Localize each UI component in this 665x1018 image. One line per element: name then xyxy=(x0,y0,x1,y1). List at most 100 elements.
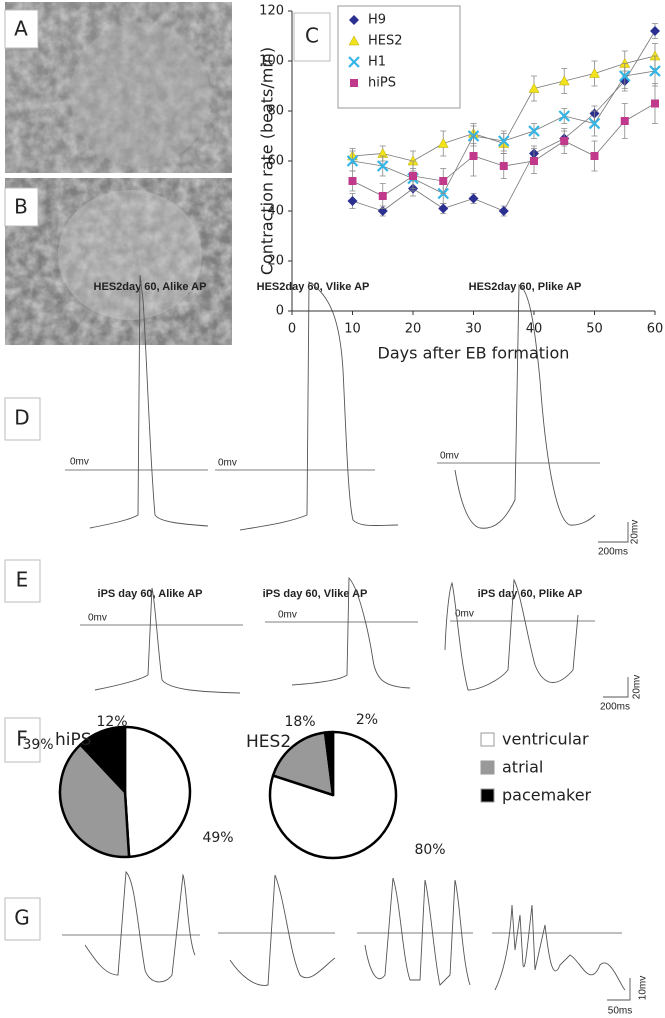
letter-box xyxy=(4,9,39,49)
letter-box xyxy=(4,897,41,941)
legend-marker xyxy=(348,35,360,46)
zero-label: 0mv xyxy=(70,457,89,468)
zero-label: 0mv xyxy=(440,451,459,462)
letter-box xyxy=(293,12,331,62)
x-tick-label: 10 xyxy=(344,322,361,337)
x-tick-label: 30 xyxy=(465,322,482,337)
value-label: 49% xyxy=(202,830,233,846)
scale-bar xyxy=(603,677,629,698)
marker xyxy=(651,99,659,108)
panel-label: C xyxy=(305,24,319,48)
marker xyxy=(498,206,509,216)
trace xyxy=(494,904,626,991)
legend-marker xyxy=(350,79,358,87)
pie-slice xyxy=(79,725,127,794)
marker xyxy=(469,152,478,160)
y-tick-label: 40 xyxy=(267,204,284,219)
x-tick-label: 40 xyxy=(526,322,543,337)
trace-title: iPS day 60, Plike AP xyxy=(478,588,583,600)
marker xyxy=(590,152,599,160)
legend-label: atrial xyxy=(502,758,543,777)
marker xyxy=(528,82,540,93)
zero-label: 0mv xyxy=(218,458,237,469)
trace-title: iPS day 60, Vlike AP xyxy=(263,588,368,600)
scale-bar xyxy=(598,522,629,543)
micrograph-a xyxy=(5,2,232,173)
pie-slice xyxy=(323,730,335,797)
zero-label: 0mv xyxy=(455,609,474,620)
scale-bar xyxy=(607,978,631,1001)
zero-label: 0mv xyxy=(278,610,297,621)
legend-label: pacemaker xyxy=(502,786,592,805)
y-tick-label: 100 xyxy=(259,54,284,69)
y-tick-label: 80 xyxy=(267,104,284,119)
trace xyxy=(239,281,399,531)
trace-title: HES2day 60, Plike AP xyxy=(469,281,582,293)
legend-swatch xyxy=(480,732,495,747)
marker xyxy=(588,117,601,130)
marker xyxy=(528,125,540,137)
scale-label: 200ms xyxy=(600,702,630,713)
pie-slice xyxy=(271,731,335,797)
marker xyxy=(468,193,479,204)
scale-label: 50ms xyxy=(608,1006,632,1017)
marker xyxy=(497,135,510,147)
trace xyxy=(229,874,336,986)
value-label: 2% xyxy=(356,712,378,728)
marker xyxy=(589,67,600,78)
zero-label: 0mv xyxy=(88,613,107,624)
trace xyxy=(94,587,241,694)
letter-box xyxy=(4,397,41,441)
panel-label: D xyxy=(14,406,29,430)
letter-box xyxy=(4,187,39,227)
scale-label: 20mv xyxy=(630,520,641,544)
legend-swatch xyxy=(480,788,495,803)
marker xyxy=(346,155,359,167)
trace xyxy=(444,578,579,691)
value-label: 39% xyxy=(22,737,53,753)
marker xyxy=(618,70,631,82)
marker xyxy=(558,110,571,122)
marker xyxy=(530,157,538,165)
marker xyxy=(376,160,389,172)
trace-title: HES2day 60, Alike AP xyxy=(94,281,207,293)
legend-marker xyxy=(349,15,359,25)
marker xyxy=(558,75,570,86)
pie-slice xyxy=(58,743,131,859)
y-tick-label: 60 xyxy=(267,154,284,169)
x-axis-label: Days after EB formation xyxy=(378,344,570,363)
panel-label: G xyxy=(14,906,30,930)
value-label: 80% xyxy=(414,842,445,858)
scale-label: 200ms xyxy=(598,547,628,558)
panel-label: E xyxy=(16,568,29,592)
value-label: 12% xyxy=(96,714,127,730)
panel-label: F xyxy=(16,727,28,751)
marker xyxy=(438,203,449,214)
marker xyxy=(378,192,387,200)
trace xyxy=(454,284,596,529)
pie-title: hiPS xyxy=(55,730,92,750)
marker xyxy=(437,137,449,148)
x-tick-label: 50 xyxy=(586,322,603,337)
legend-label: HES2 xyxy=(368,34,403,49)
trace xyxy=(89,274,209,529)
x-tick-label: 0 xyxy=(288,322,296,337)
marker xyxy=(439,177,448,185)
marker xyxy=(499,162,508,170)
marker xyxy=(560,137,569,145)
trace xyxy=(84,871,196,983)
marker xyxy=(649,65,661,77)
trace xyxy=(364,877,471,986)
micrograph-b xyxy=(5,178,232,345)
trace-title: HES2day 60, Vlike AP xyxy=(257,281,370,293)
legend-label: H9 xyxy=(368,13,386,28)
marker xyxy=(347,196,358,206)
pie-slice xyxy=(123,725,192,859)
marker xyxy=(650,26,660,36)
trace xyxy=(291,576,411,689)
scale-label: 10mv xyxy=(638,976,649,1000)
x-tick-label: 60 xyxy=(647,322,664,337)
value-label: 18% xyxy=(284,714,315,730)
marker xyxy=(620,117,629,125)
